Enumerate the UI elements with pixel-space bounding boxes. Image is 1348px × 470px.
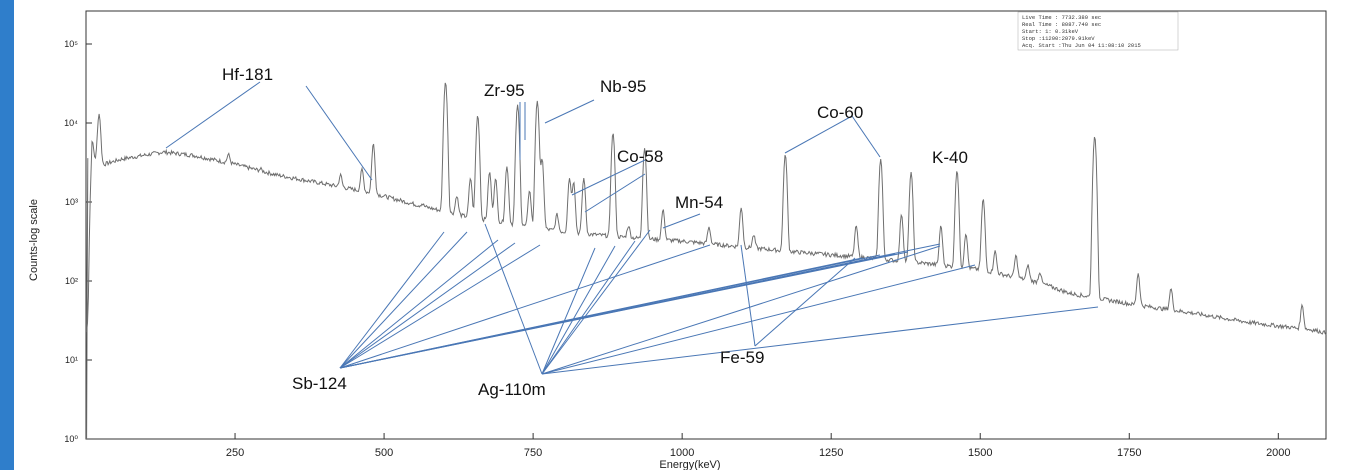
x-tick-label: 250 (226, 447, 244, 459)
leader-line (484, 223, 543, 375)
info-line: Stop :11200:2079.91keV (1022, 35, 1095, 42)
isotope-label: Fe-59 (720, 348, 764, 367)
info-line: Acq. Start :Thu Jun 04 11:08:10 2015 (1022, 42, 1141, 49)
chart-frame (14, 0, 1348, 470)
x-tick-label: 750 (524, 447, 542, 459)
y-tick-label: 10⁰ (64, 434, 78, 444)
spectrum-line (86, 82, 1327, 440)
y-axis-ticks: 10⁰ 10¹ 10² 10³ 10⁴ 10⁵ (64, 39, 92, 444)
info-box-border (1017, 11, 1179, 51)
x-axis-ticks: 250 500 750 1000 1250 1500 1750 2000 (226, 433, 1291, 459)
leader-line (851, 115, 881, 158)
x-tick-label: 1000 (670, 447, 694, 459)
isotope-label: K-40 (932, 148, 968, 167)
leader-line (584, 173, 646, 213)
isotope-label: Hf-181 (222, 65, 273, 84)
leader-line (541, 306, 1099, 375)
leader-line (544, 99, 595, 124)
isotope-label: Co-58 (617, 147, 663, 166)
y-tick-label: 10⁵ (64, 39, 78, 49)
isotope-label: Co-60 (817, 103, 863, 122)
leader-line (571, 159, 646, 196)
x-tick-label: 1500 (968, 447, 992, 459)
isotope-label: Zr-95 (484, 81, 525, 100)
info-line: Real Time : 8087.740 sec (1022, 21, 1101, 28)
leader-line (784, 115, 853, 154)
annotation-labels: Hf-181 Zr-95 Nb-95 Co-58 Mn-54 Co-60 K-40 Sb-12… (222, 65, 968, 399)
leader-line (339, 244, 541, 369)
leader-line (339, 242, 516, 369)
leader-line (541, 264, 976, 375)
leader-line (541, 245, 616, 375)
x-axis-title: Energy(keV) (659, 459, 720, 470)
isotope-label: Sb-124 (292, 374, 347, 393)
info-line: Live Time : 7732.380 sec (1022, 14, 1101, 21)
isotope-label: Ag-110m (478, 380, 546, 399)
y-tick-label: 10³ (65, 197, 78, 207)
plot-area-border (85, 10, 1327, 440)
leader-line (541, 229, 651, 375)
y-tick-label: 10² (65, 276, 78, 286)
leader-line (339, 244, 711, 369)
x-tick-label: 1750 (1117, 447, 1141, 459)
annotation-leader-lines (165, 81, 1099, 375)
leader-line (754, 257, 856, 347)
acquisition-info-box: Live Time : 7732.380 sec Real Time : 808… (1017, 11, 1179, 51)
leader-line (339, 239, 499, 369)
info-line: Start: 1: 0.31keV (1022, 28, 1079, 35)
leader-line (740, 244, 756, 347)
y-tick-label: 10⁴ (64, 118, 78, 128)
leader-line (339, 231, 445, 369)
leader-line (165, 81, 261, 149)
leader-line (305, 85, 373, 181)
leader-line (541, 240, 636, 375)
y-tick-label: 10¹ (65, 355, 78, 365)
leader-line (541, 245, 941, 375)
x-tick-label: 2000 (1266, 447, 1290, 459)
y-axis-title: Counts-log scale (28, 199, 40, 281)
x-tick-label: 1250 (819, 447, 843, 459)
leader-line (662, 213, 701, 229)
x-tick-label: 500 (375, 447, 393, 459)
leader-line (339, 231, 468, 369)
isotope-label: Mn-54 (675, 193, 723, 212)
leader-line (541, 247, 596, 375)
isotope-label: Nb-95 (600, 77, 646, 96)
leader-line (339, 243, 941, 369)
